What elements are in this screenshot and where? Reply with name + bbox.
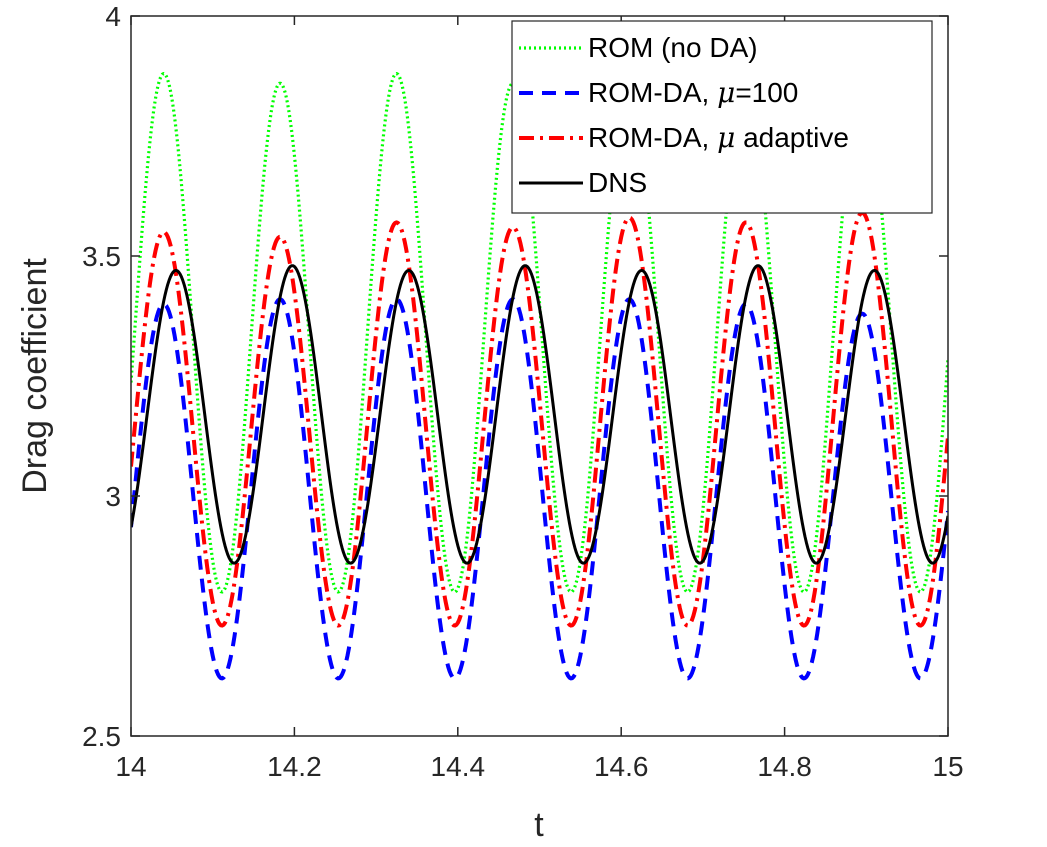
series-line-3 [131,264,948,565]
axes-box [130,15,949,737]
x-tick-label: 14.2 [267,751,322,782]
x-axis-label: t [534,806,544,844]
y-tick-label: 4 [105,1,121,32]
x-tick-label: 14.6 [594,751,649,782]
y-tick-label: 2.5 [82,721,121,752]
series-layer [131,72,948,681]
y-tick-label: 3.5 [82,241,121,272]
legend-label-1: ROM-DA, μ=100 [588,76,798,109]
y-tick-label: 3 [105,481,121,512]
legend-label-2: ROM-DA, μ adaptive [588,121,849,154]
x-tick-label: 14.8 [757,751,812,782]
series-line-2 [131,210,948,628]
legend-label-3: DNS [588,167,647,198]
x-tick-label: 14 [115,751,146,782]
ticks-layer: 14 14.2 14.4 14.6 14.8 15 2.5 3 3.5 4 [82,1,964,782]
legend-box [511,20,933,214]
x-tick-label: 15 [932,751,963,782]
legend-label-0: ROM (no DA) [588,32,758,63]
x-tick-label: 14.4 [431,751,486,782]
series-line-1 [131,297,948,681]
y-axis-label: Drag coefficient [16,258,54,494]
legend: ROM (no DA) ROM-DA, μ=100 ROM-DA, μ adapti… [511,20,933,214]
